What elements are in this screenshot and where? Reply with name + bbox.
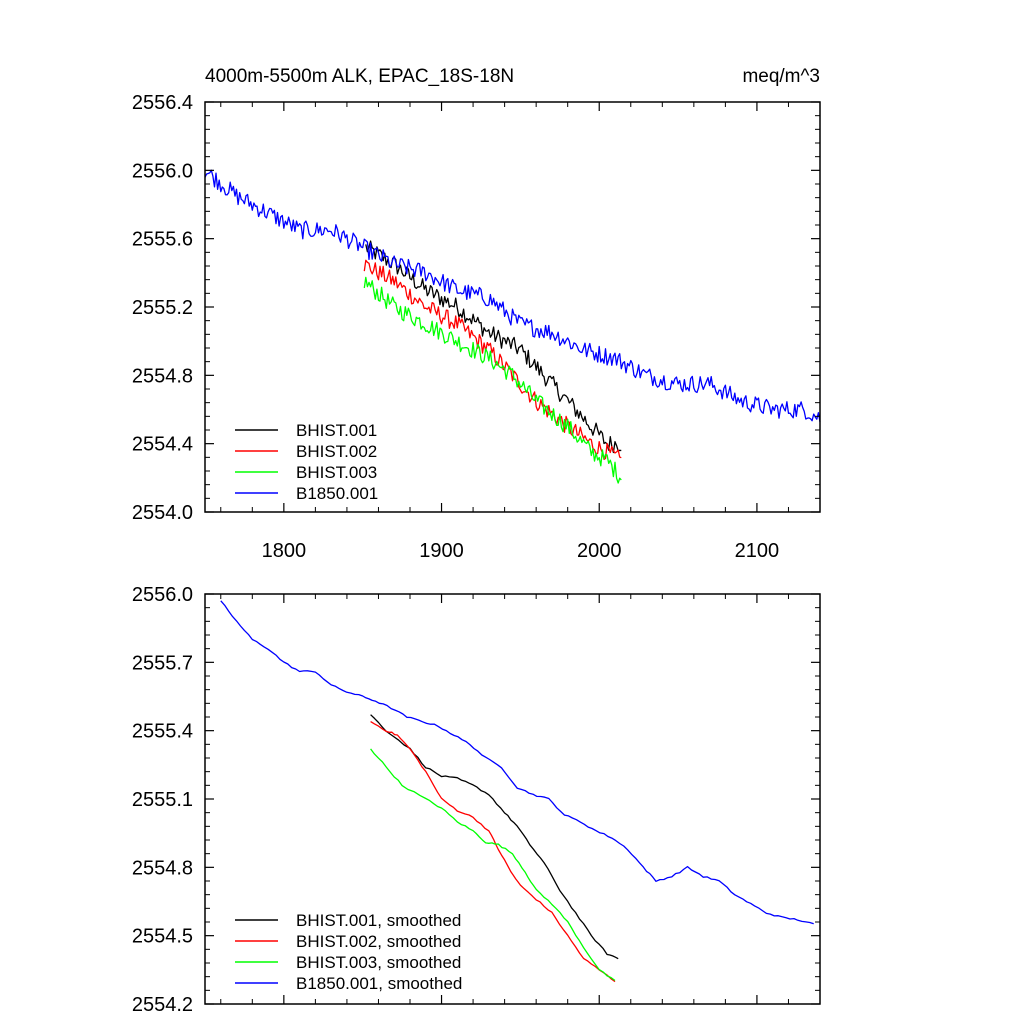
bottom-y-tick-label: 2556.0 xyxy=(132,584,193,606)
bottom-legend-label: B1850.001, smoothed xyxy=(296,974,462,993)
bottom-series-line-bhist-003-smoothed xyxy=(370,748,616,982)
top-plot-title: 4000m-5500m ALK, EPAC_18S-18N xyxy=(205,66,514,87)
bottom-y-tick-label: 2554.2 xyxy=(132,994,193,1016)
top-series-line-bhist-002 xyxy=(363,259,622,461)
top-y-tick-label: 2554.0 xyxy=(132,502,193,524)
top-x-tick-label: 1900 xyxy=(419,540,464,562)
bottom-y-tick-label: 2555.1 xyxy=(132,789,193,811)
bottom-y-tick-label: 2555.7 xyxy=(132,652,193,674)
bottom-series-group xyxy=(220,600,814,983)
bottom-legend-label: BHIST.001, smoothed xyxy=(296,911,461,930)
top-y-tick-label: 2554.8 xyxy=(132,365,193,387)
top-y-tick-label: 2554.4 xyxy=(132,434,193,456)
top-series-line-b1850-001 xyxy=(204,169,821,423)
bottom-y-tick-label: 2554.5 xyxy=(132,926,193,948)
top-y-tick-label: 2556.4 xyxy=(132,92,193,114)
top-x-tick-label: 2000 xyxy=(577,540,622,562)
bottom-series-line-b1850-001-smoothed xyxy=(220,600,814,925)
top-y-tick-label: 2556.0 xyxy=(132,160,193,182)
top-x-tick-label: 2100 xyxy=(735,540,780,562)
top-plot-units: meq/m^3 xyxy=(742,66,820,87)
top-plot-panel: 2556.4 2556.0 2555.6 2555.2 2554.8 2554.4 2554… xyxy=(132,66,821,562)
top-legend-label: BHIST.003 xyxy=(296,463,377,482)
top-y-tick-label: 2555.2 xyxy=(132,297,193,319)
bottom-plot-panel: 2556.0 2555.7 2555.4 2555.1 2554.8 2554.5 2554… xyxy=(132,584,821,1016)
bottom-y-tick-label: 2554.8 xyxy=(132,857,193,879)
top-series-group xyxy=(204,169,821,484)
bottom-series-line-bhist-001-smoothed xyxy=(370,714,619,960)
top-legend-label: BHIST.001 xyxy=(296,421,377,440)
top-legend: BHIST.001 BHIST.002 BHIST.003 B1850.001 xyxy=(235,421,378,503)
bottom-y-tick-label: 2555.4 xyxy=(132,721,193,743)
bottom-series-line-bhist-002-smoothed xyxy=(370,721,616,983)
top-series-line-bhist-003 xyxy=(363,276,622,484)
bottom-legend: BHIST.001, smoothed BHIST.002, smoothed BH… xyxy=(235,911,462,993)
top-legend-label: BHIST.002 xyxy=(296,442,377,461)
bottom-plot-frame xyxy=(204,593,821,1005)
bottom-legend-label: BHIST.003, smoothed xyxy=(296,953,461,972)
top-y-tick-label: 2555.6 xyxy=(132,229,193,251)
top-x-tick-label: 1800 xyxy=(262,540,307,562)
bottom-legend-label: BHIST.002, smoothed xyxy=(296,932,461,951)
top-series-line-bhist-001 xyxy=(365,240,622,454)
top-plot-frame xyxy=(204,101,821,513)
top-legend-label: B1850.001 xyxy=(296,484,378,503)
top-ticks-group: 2556.4 2556.0 2555.6 2555.2 2554.8 2554.4 2554… xyxy=(132,92,821,562)
